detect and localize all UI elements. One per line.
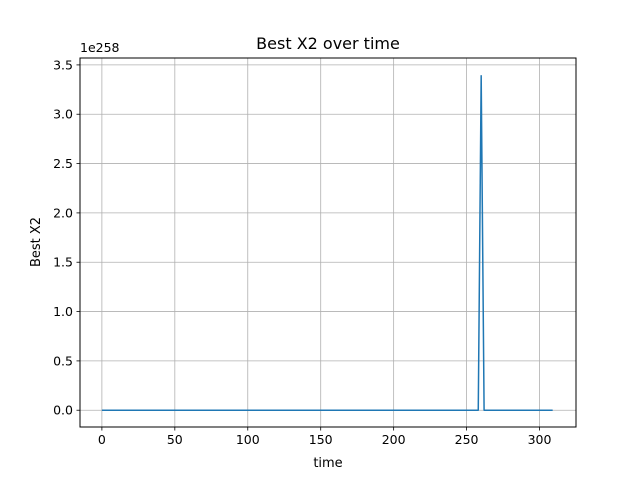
plot-frame — [79, 57, 577, 428]
x-tick-label: 150 — [309, 432, 333, 447]
y-tick-label: 3.5 — [53, 57, 73, 72]
x-axis-label: time — [313, 456, 342, 471]
y-tick-label: 0.0 — [53, 403, 73, 418]
x-tick-label: 100 — [236, 432, 260, 447]
x-tick-label: 250 — [455, 432, 479, 447]
y-axis-offset-label: 1e258 — [80, 40, 120, 55]
y-axis-ticks: 0.0 0.5 1.0 1.5 2.0 2.5 3.0 3.5 — [53, 57, 80, 418]
chart-title: Best X2 over time — [256, 34, 400, 53]
y-tick-label: 1.0 — [53, 304, 73, 319]
y-tick-label: 3.0 — [53, 107, 73, 122]
x-axis-ticks: 0 50 100 150 200 250 300 — [98, 427, 552, 447]
y-axis-label: Best X2 — [29, 217, 44, 267]
grid — [80, 58, 576, 427]
x-tick-label: 0 — [98, 432, 106, 447]
y-tick-label: 2.5 — [53, 156, 73, 171]
y-tick-label: 0.5 — [53, 353, 73, 368]
x-tick-label: 200 — [382, 432, 406, 447]
y-tick-label: 2.0 — [53, 205, 73, 220]
x-tick-label: 300 — [528, 432, 552, 447]
series-group — [101, 75, 553, 411]
x-tick-label: 50 — [167, 432, 183, 447]
y-tick-label: 1.5 — [53, 255, 73, 270]
series-line-0 — [101, 75, 553, 411]
